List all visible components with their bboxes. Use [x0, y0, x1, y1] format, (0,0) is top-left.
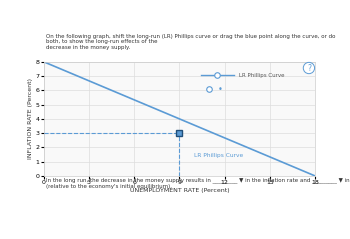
- Text: ?: ?: [307, 64, 311, 72]
- Text: •: •: [217, 85, 222, 94]
- Text: On the following graph, shift the long-run (LR) Phillips curve or drag the blue : On the following graph, shift the long-r…: [47, 34, 336, 50]
- Text: In the long run, the decrease in the money supply results in _________ ▼ in the : In the long run, the decrease in the mon…: [47, 178, 350, 189]
- Y-axis label: INFLATION RATE (Percent): INFLATION RATE (Percent): [28, 78, 33, 159]
- Text: LR Phillips Curve: LR Phillips Curve: [239, 73, 285, 78]
- X-axis label: UNEMPLOYMENT RATE (Percent): UNEMPLOYMENT RATE (Percent): [130, 188, 229, 193]
- Text: LR Phillips Curve: LR Phillips Curve: [195, 153, 244, 158]
